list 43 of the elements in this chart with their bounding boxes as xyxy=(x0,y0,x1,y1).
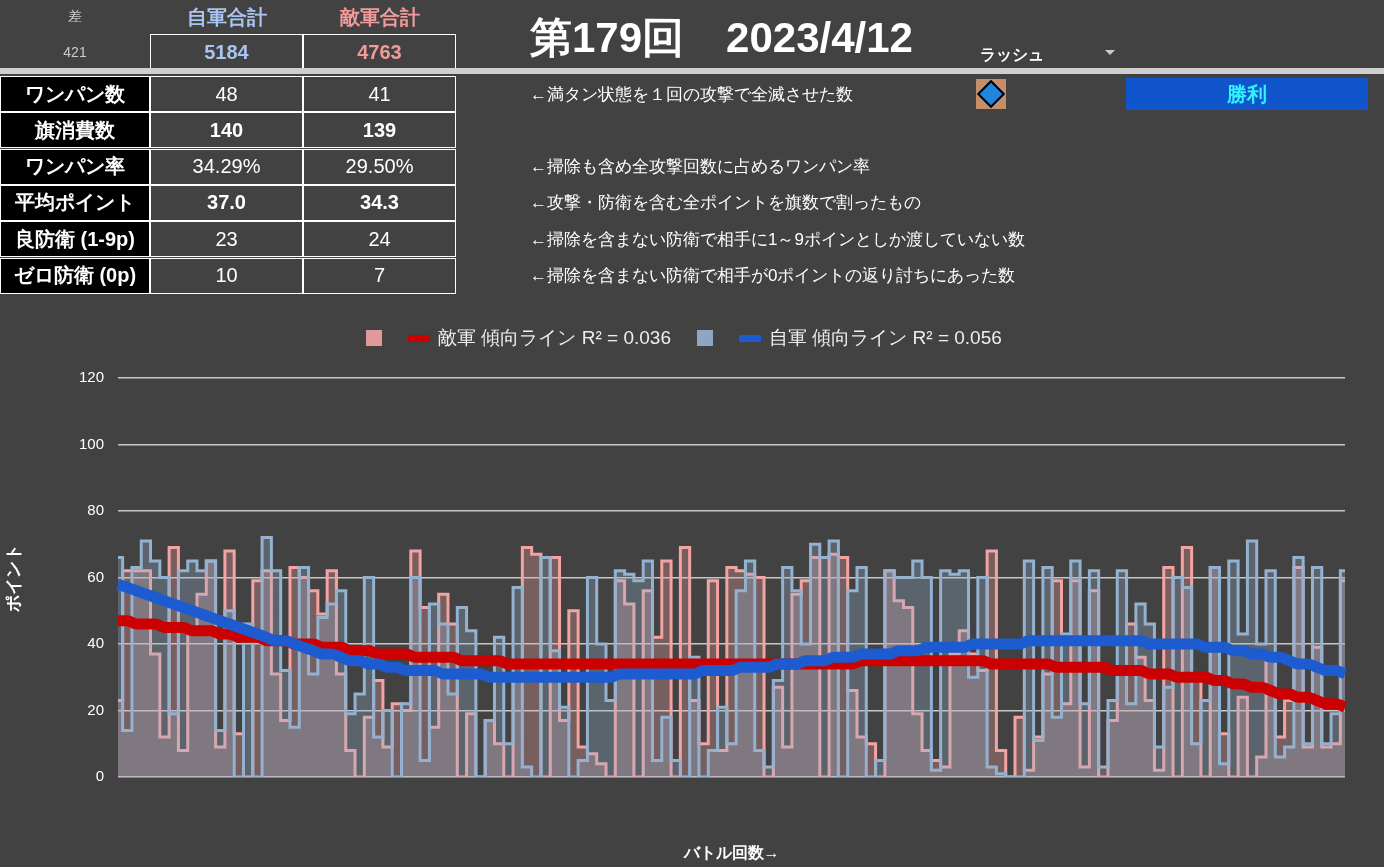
text: 23 xyxy=(215,227,238,250)
text: 差 xyxy=(67,7,83,26)
text: 34.29% xyxy=(192,155,261,178)
category-label: 旗消費数 xyxy=(35,118,115,141)
y-tick-label: 40 xyxy=(87,634,104,652)
category-label: 敵軍合計 xyxy=(338,4,421,30)
text: 29.50% xyxy=(345,155,414,178)
y-tick-label: 0 xyxy=(95,767,104,785)
text: 10 xyxy=(215,264,238,286)
text: ←満タン状態を１回の攻撃で全滅させた数 xyxy=(530,84,853,104)
category-label: ワンパン率 xyxy=(25,155,125,178)
text: 第179回 2023/4/12 xyxy=(530,13,914,63)
y-axis-title: ポイント xyxy=(3,543,23,613)
text: ←攻撃・防衛を含む全ポイントを旗数で割ったもの xyxy=(530,193,921,213)
text: 140 xyxy=(209,118,244,141)
text: 4763 xyxy=(357,40,402,63)
text: 5184 xyxy=(204,40,249,63)
y-tick-label: 120 xyxy=(78,368,104,386)
text: ラッシュ xyxy=(980,44,1045,65)
y-tick-label: 60 xyxy=(87,567,104,585)
text: ←掃除も含め全攻撃回数に占めるワンパン率 xyxy=(530,157,870,177)
text: 48 xyxy=(215,82,238,105)
text: ←掃除を含まない防衛で相手が0ポイントの返り討ちにあった数 xyxy=(530,266,1016,285)
text: 139 xyxy=(362,118,397,141)
y-tick-label: 20 xyxy=(87,700,104,718)
category-label: ワンパン数 xyxy=(25,82,125,105)
legend-label: 敵軍 傾向ライン R² = 0.036 xyxy=(438,326,671,350)
text: 7 xyxy=(373,264,386,286)
text: 37.0 xyxy=(207,191,246,214)
legend-label: 自軍 傾向ライン R² = 0.056 xyxy=(769,326,1002,350)
text: 34.3 xyxy=(360,191,399,214)
text: 421 xyxy=(62,43,88,62)
category-label: 平均ポイント xyxy=(15,191,135,214)
text: ←掃除を含まない防衛で相手に1～9ポインとしか渡していない数 xyxy=(530,229,1025,249)
text: 勝利 xyxy=(1126,78,1368,110)
y-tick-label: 80 xyxy=(87,501,104,519)
category-label: 良防衛 (1-9p) xyxy=(15,227,135,250)
x-axis-title: バトル回数→ xyxy=(682,843,780,861)
text: 41 xyxy=(368,82,391,105)
category-label: ゼロ防衛 (0p) xyxy=(13,264,137,286)
text: 24 xyxy=(368,227,391,250)
y-tick-label: 100 xyxy=(78,434,104,452)
category-label: 自軍合計 xyxy=(185,4,268,30)
